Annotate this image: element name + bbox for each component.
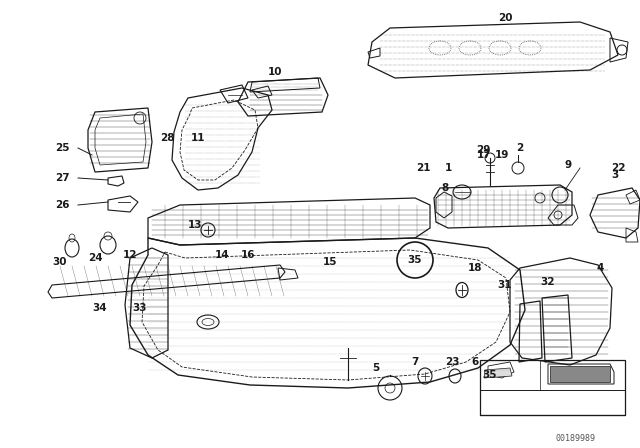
Text: 8: 8 xyxy=(442,183,449,193)
Text: 20: 20 xyxy=(498,13,512,23)
Text: 3: 3 xyxy=(611,170,619,180)
Text: 17: 17 xyxy=(477,150,492,160)
Text: 31: 31 xyxy=(498,280,512,290)
Bar xyxy=(550,366,610,382)
Text: 6: 6 xyxy=(472,357,479,367)
Text: 9: 9 xyxy=(564,160,572,170)
Text: 12: 12 xyxy=(123,250,137,260)
Bar xyxy=(480,360,625,415)
Text: 23: 23 xyxy=(445,357,460,367)
Text: 21: 21 xyxy=(416,163,430,173)
Text: 18: 18 xyxy=(468,263,483,273)
Text: 15: 15 xyxy=(323,257,337,267)
Text: 5: 5 xyxy=(372,363,380,373)
Text: 33: 33 xyxy=(132,303,147,313)
Text: 26: 26 xyxy=(55,200,69,210)
Text: 00189989: 00189989 xyxy=(555,434,595,443)
Text: 10: 10 xyxy=(268,67,282,77)
Text: 19: 19 xyxy=(495,150,509,160)
Text: 27: 27 xyxy=(54,173,69,183)
Text: 11: 11 xyxy=(191,133,205,143)
Text: 34: 34 xyxy=(93,303,108,313)
Text: 2: 2 xyxy=(516,143,524,153)
Text: 4: 4 xyxy=(596,263,604,273)
Text: 30: 30 xyxy=(52,257,67,267)
Text: 7: 7 xyxy=(412,357,419,367)
Text: 24: 24 xyxy=(88,253,102,263)
Text: 32: 32 xyxy=(541,277,556,287)
Text: 25: 25 xyxy=(55,143,69,153)
Text: 29: 29 xyxy=(476,145,490,155)
Text: 35: 35 xyxy=(483,370,497,380)
Text: 35: 35 xyxy=(408,255,422,265)
Text: 1: 1 xyxy=(444,163,452,173)
Polygon shape xyxy=(484,368,512,378)
Text: 14: 14 xyxy=(214,250,229,260)
Text: 13: 13 xyxy=(188,220,202,230)
Text: 16: 16 xyxy=(241,250,255,260)
Text: 22: 22 xyxy=(611,163,625,173)
Text: 28: 28 xyxy=(160,133,174,143)
